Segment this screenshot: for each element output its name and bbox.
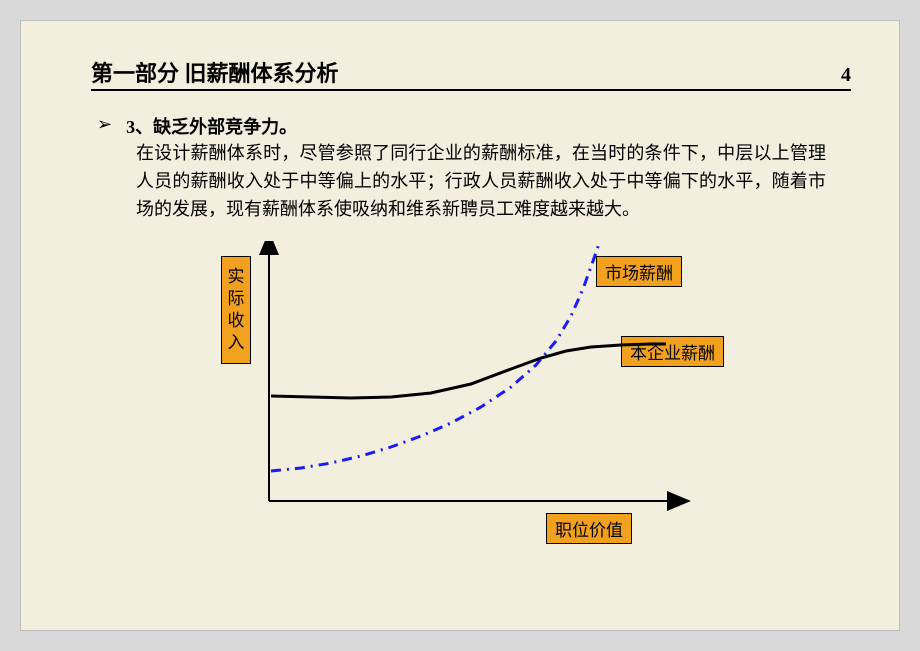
chart-svg bbox=[251, 241, 711, 541]
bullet-heading: 3、缺乏外部竞争力。 bbox=[126, 113, 297, 139]
y-axis-label-box: 实际收入 bbox=[221, 256, 251, 364]
y-axis-label-char: 收 bbox=[228, 310, 245, 332]
y-axis-label-char: 入 bbox=[228, 332, 245, 354]
page-number: 4 bbox=[841, 64, 851, 87]
header-title: 第一部分 旧薪酬体系分析 bbox=[91, 56, 339, 88]
y-axis-label-char: 实 bbox=[228, 266, 245, 288]
body-paragraph: 在设计薪酬体系时，尽管参照了同行企业的薪酬标准，在当时的条件下，中层以上管理人员… bbox=[136, 139, 826, 223]
header-rule bbox=[91, 89, 851, 91]
market-salary-line bbox=[271, 244, 599, 471]
y-axis-label-char: 际 bbox=[228, 288, 245, 310]
salary-chart: 实际收入 市场薪酬 本企业薪酬 职位价值 bbox=[221, 241, 711, 541]
company-salary-line bbox=[271, 344, 666, 398]
slide: 第一部分 旧薪酬体系分析 4 ➢ 3、缺乏外部竞争力。 在设计薪酬体系时，尽管参… bbox=[20, 20, 900, 631]
bullet-row: ➢ 3、缺乏外部竞争力。 bbox=[97, 113, 297, 139]
slide-header: 第一部分 旧薪酬体系分析 4 bbox=[91, 56, 851, 88]
bullet-arrow-icon: ➢ bbox=[97, 113, 112, 135]
